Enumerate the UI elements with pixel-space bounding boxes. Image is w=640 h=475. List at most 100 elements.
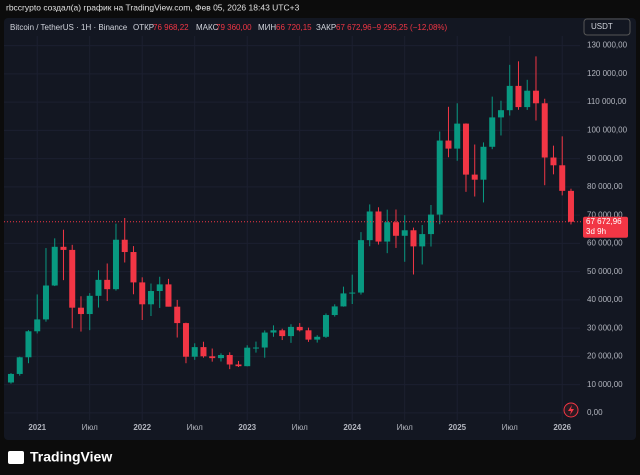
change: −9 295,25 (−12,08%) [372, 23, 448, 32]
candle-body [384, 222, 391, 242]
y-tick-label: 70 000,00 [587, 210, 623, 219]
y-tick-label: 50 000,00 [587, 267, 623, 276]
y-tick-label: 60 000,00 [587, 239, 623, 248]
chart-panel [4, 18, 636, 440]
candle-body [419, 234, 426, 247]
candle-body [261, 332, 268, 348]
candle-body [427, 214, 434, 235]
stat-value: 79 360,00 [216, 23, 252, 32]
candle-body [471, 174, 478, 180]
candle-body [279, 330, 286, 337]
logo-mark [8, 451, 24, 464]
brand: TradingView [30, 449, 112, 465]
candle-body [235, 364, 242, 367]
candle-body [454, 123, 461, 149]
candle-body [139, 282, 146, 305]
x-tick-label: 2022 [133, 423, 151, 432]
candle-body [515, 85, 522, 108]
candle-body [445, 140, 452, 149]
candle-body [559, 165, 566, 191]
candle-body [244, 347, 251, 367]
candle-body [174, 306, 181, 324]
candle-body [506, 85, 513, 111]
grid: 0,00 10 000,00 20 000,00 30 000,00 40 000,00… [4, 36, 628, 432]
candle-body [156, 284, 163, 292]
header: Bitcoin / TetherUS · 1H · Binance ОТКР76 … [10, 23, 448, 32]
y-tick-label: 130 000,00 [587, 41, 628, 50]
x-tick-label: 2024 [343, 423, 361, 432]
candle-body [296, 326, 303, 331]
x-tick-label: Июл [502, 423, 519, 432]
stat-value: 76 968,22 [153, 23, 189, 32]
y-tick-label: 90 000,00 [587, 154, 623, 163]
alert-icon-bolt [568, 405, 574, 415]
candle-body [7, 373, 14, 383]
y-tick-label: 40 000,00 [587, 295, 623, 304]
x-tick-label: Июл [397, 423, 414, 432]
candle-body [314, 336, 321, 340]
y-tick-label: 10 000,00 [587, 380, 623, 389]
x-tick-label: Июл [292, 423, 309, 432]
candle-body [567, 190, 574, 222]
candles [4, 56, 583, 384]
candle-body [270, 330, 277, 333]
x-tick-label: 2026 [553, 423, 571, 432]
candle-body [16, 357, 23, 374]
candle-body [77, 307, 84, 315]
attribution: rbccrypto создал(а) график на TradingVie… [6, 2, 300, 12]
candle-body [200, 347, 207, 357]
candle-body [60, 246, 67, 250]
candle-body [86, 295, 93, 315]
currency-box[interactable] [583, 18, 631, 36]
symbol: Bitcoin / TetherUS · 1H · Binance [10, 23, 128, 32]
candle-body [42, 285, 49, 320]
candle-body [305, 330, 312, 340]
candle-body [217, 355, 224, 359]
candle-body [147, 291, 154, 305]
countdown: 3d 9h [586, 227, 606, 236]
last-price-label: 67 672,96 [586, 217, 622, 226]
candle-body [366, 211, 373, 241]
y-tick-label: 110 000,00 [587, 97, 627, 106]
candle-body [191, 347, 198, 357]
candle-body [95, 279, 102, 296]
x-tick-label: 2021 [28, 423, 46, 432]
candle-body [331, 306, 338, 316]
candle-body [34, 319, 41, 332]
candle-body [462, 123, 469, 175]
y-tick-label: 80 000,00 [587, 182, 623, 191]
last-price-box [583, 216, 628, 238]
x-tick-label: 2023 [238, 423, 256, 432]
y-tick-label: 30 000,00 [587, 323, 623, 332]
stat-name: ЗАКР [316, 23, 336, 32]
candle-body [182, 323, 189, 357]
stat-value: 67 672,96 [336, 23, 372, 32]
candle-body [104, 279, 111, 290]
stat-name: ОТКР [133, 23, 154, 32]
candle-body [375, 211, 382, 242]
candle-body [541, 103, 548, 158]
candle-body [322, 315, 329, 337]
candle-body [392, 222, 399, 236]
candle-body [436, 140, 443, 215]
candle-body [349, 292, 356, 294]
y-tick-label: 20 000,00 [587, 352, 623, 361]
candle-body [112, 239, 119, 290]
candle-body [340, 293, 347, 307]
candle-body [69, 249, 76, 308]
candle-body [357, 240, 364, 293]
candle-body [209, 356, 216, 359]
stat-value: 66 720,15 [276, 23, 312, 32]
candle-body [252, 347, 259, 349]
candle-body [480, 146, 487, 180]
candle-body [532, 90, 539, 104]
candle-body [410, 230, 417, 247]
candle-body [226, 355, 233, 365]
stat-name: МАКС [196, 23, 219, 32]
candle-body [165, 284, 172, 307]
candle-body [51, 246, 58, 286]
candle-body [130, 252, 137, 283]
candle-body [287, 326, 294, 337]
candle-body [524, 90, 531, 108]
